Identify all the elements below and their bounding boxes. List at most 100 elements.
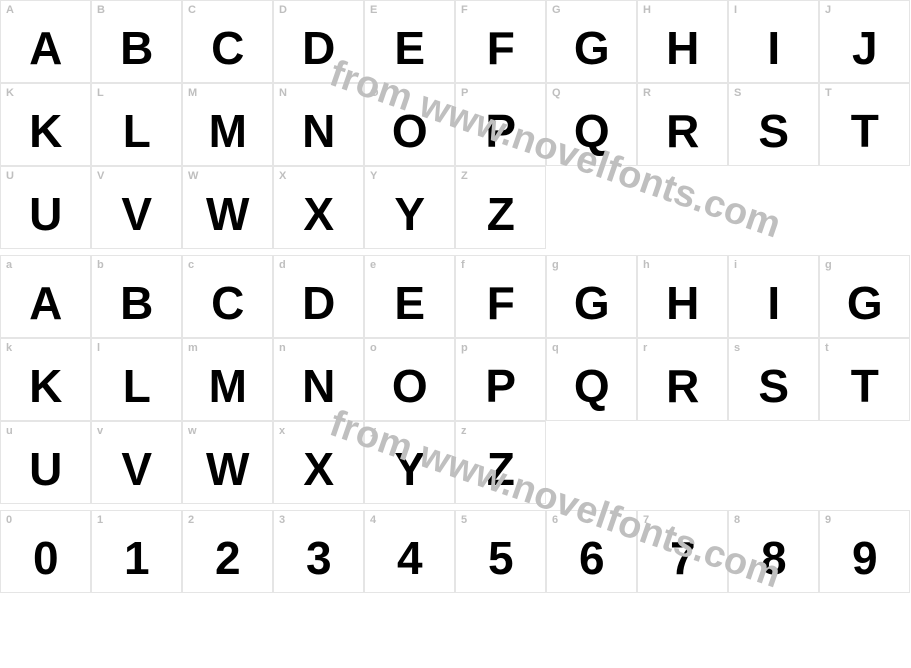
glyph-cell: KK bbox=[0, 83, 91, 166]
glyph-cell: pP bbox=[455, 338, 546, 421]
glyph-cell: YY bbox=[364, 166, 455, 249]
cell-label: 2 bbox=[188, 514, 194, 526]
glyph-cell: zZ bbox=[455, 421, 546, 504]
cell-label: d bbox=[279, 259, 286, 271]
glyph: M bbox=[209, 363, 247, 409]
cell-label: B bbox=[97, 4, 105, 16]
glyph: E bbox=[394, 280, 424, 326]
glyph-row: AABBCCDDEEFFGGHHIIJJ bbox=[0, 0, 911, 83]
glyph-row: uUvVwWxXyYzZ bbox=[0, 421, 911, 504]
glyph: B bbox=[120, 280, 153, 326]
glyph: T bbox=[851, 108, 879, 154]
glyph-row: aAbBcCdDeEfFgGhHiIgG bbox=[0, 255, 911, 338]
glyph: B bbox=[120, 25, 153, 71]
glyph: I bbox=[767, 25, 779, 71]
glyph-cell: sS bbox=[728, 338, 819, 421]
cell-label: E bbox=[370, 4, 377, 16]
glyph-row: 00112233445566778899 bbox=[0, 510, 911, 593]
glyph-cell: GG bbox=[546, 0, 637, 83]
cell-label: c bbox=[188, 259, 194, 271]
glyph: T bbox=[851, 363, 879, 409]
cell-label: L bbox=[97, 87, 104, 99]
glyph-cell: II bbox=[728, 0, 819, 83]
glyph: I bbox=[767, 280, 779, 326]
glyph: A bbox=[29, 25, 62, 71]
glyph: C bbox=[211, 280, 244, 326]
cell-label: D bbox=[279, 4, 287, 16]
glyph-cell: 33 bbox=[273, 510, 364, 593]
glyph-cell: dD bbox=[273, 255, 364, 338]
glyph-cell: MM bbox=[182, 83, 273, 166]
cell-label: m bbox=[188, 342, 198, 354]
glyph-cell: aA bbox=[0, 255, 91, 338]
glyph-cell: DD bbox=[273, 0, 364, 83]
glyph-cell: hH bbox=[637, 255, 728, 338]
cell-label: R bbox=[643, 87, 651, 99]
glyph-cell: QQ bbox=[546, 83, 637, 166]
cell-label: 0 bbox=[6, 514, 12, 526]
cell-label: b bbox=[97, 259, 104, 271]
glyph-cell: 22 bbox=[182, 510, 273, 593]
glyph: 3 bbox=[306, 535, 331, 581]
glyph: N bbox=[302, 363, 335, 409]
glyph-cell: BB bbox=[91, 0, 182, 83]
cell-label: t bbox=[825, 342, 829, 354]
cell-label: q bbox=[552, 342, 559, 354]
cell-label: i bbox=[734, 259, 737, 271]
glyph-cell: SS bbox=[728, 83, 819, 166]
glyph: 0 bbox=[33, 535, 58, 581]
glyph: R bbox=[666, 363, 699, 409]
glyph: P bbox=[485, 363, 515, 409]
glyph-cell: oO bbox=[364, 338, 455, 421]
cell-label: A bbox=[6, 4, 14, 16]
glyph: F bbox=[487, 280, 515, 326]
glyph: H bbox=[666, 25, 699, 71]
glyph-cell: vV bbox=[91, 421, 182, 504]
glyph: G bbox=[574, 25, 609, 71]
glyph-cell: uU bbox=[0, 421, 91, 504]
glyph: 6 bbox=[579, 535, 604, 581]
glyph: G bbox=[847, 280, 882, 326]
glyph-cell: rR bbox=[637, 338, 728, 421]
glyph: Z bbox=[487, 446, 515, 492]
glyph: L bbox=[123, 363, 151, 409]
cell-label: f bbox=[461, 259, 465, 271]
glyph-cell bbox=[637, 166, 728, 249]
glyph: 8 bbox=[761, 535, 786, 581]
glyph: 5 bbox=[488, 535, 513, 581]
cell-label: Z bbox=[461, 170, 468, 182]
glyph-cell: 00 bbox=[0, 510, 91, 593]
glyph: O bbox=[392, 363, 427, 409]
glyph-cell: bB bbox=[91, 255, 182, 338]
cell-label: 9 bbox=[825, 514, 831, 526]
cell-label: P bbox=[461, 87, 468, 99]
glyph-cell: cC bbox=[182, 255, 273, 338]
glyph-cell: gG bbox=[546, 255, 637, 338]
cell-label: O bbox=[370, 87, 379, 99]
glyph: S bbox=[758, 108, 788, 154]
cell-label: g bbox=[552, 259, 559, 271]
cell-label: 8 bbox=[734, 514, 740, 526]
cell-label: 5 bbox=[461, 514, 467, 526]
glyph-cell bbox=[819, 421, 910, 504]
cell-label: 7 bbox=[643, 514, 649, 526]
glyph: V bbox=[121, 446, 151, 492]
cell-label: F bbox=[461, 4, 468, 16]
cell-label: o bbox=[370, 342, 377, 354]
cell-label: W bbox=[188, 170, 198, 182]
glyph-cell bbox=[728, 166, 819, 249]
glyph: U bbox=[29, 191, 62, 237]
glyph-cell bbox=[546, 421, 637, 504]
cell-label: s bbox=[734, 342, 740, 354]
glyph-cell: LL bbox=[91, 83, 182, 166]
glyph: C bbox=[211, 25, 244, 71]
glyph-cell: CC bbox=[182, 0, 273, 83]
glyph: H bbox=[666, 280, 699, 326]
cell-label: a bbox=[6, 259, 12, 271]
glyph-cell: 77 bbox=[637, 510, 728, 593]
cell-label: G bbox=[552, 4, 561, 16]
glyph: F bbox=[487, 25, 515, 71]
cell-label: e bbox=[370, 259, 376, 271]
cell-label: X bbox=[279, 170, 286, 182]
glyph-cell: lL bbox=[91, 338, 182, 421]
